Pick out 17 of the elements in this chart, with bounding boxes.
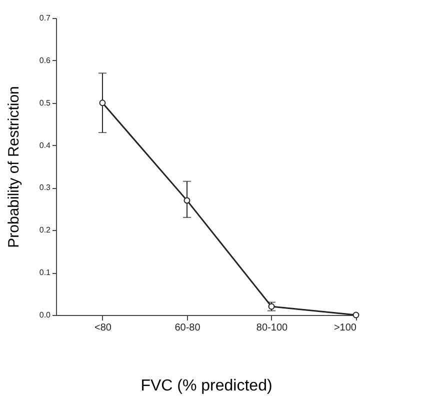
point (352, 312, 360, 318)
y-tick-label: 0.0 (39, 310, 52, 320)
x-tick-label: 60-80 (174, 322, 201, 334)
point (184, 197, 190, 204)
y-tick-label: 0.6 (39, 56, 52, 65)
point (99, 100, 106, 106)
y-tick-label: 0.2 (39, 226, 52, 235)
y-axis-title: Probability of Restriction (5, 86, 22, 248)
y-tick-label: 0.3 (39, 183, 52, 192)
x-axis-title: FVC (% predicted) (140, 378, 272, 394)
x-tick-label: 80-100 (256, 322, 288, 334)
y-tick-label: 0.4 (39, 140, 52, 150)
x-tick-label: <80 (94, 322, 112, 334)
y-tick-label: 0.5 (39, 98, 52, 108)
y-tick-label: 0.1 (39, 268, 52, 278)
y-tick-label: 0.7 (39, 14, 52, 22)
x-tick-label: >100 (334, 322, 357, 334)
